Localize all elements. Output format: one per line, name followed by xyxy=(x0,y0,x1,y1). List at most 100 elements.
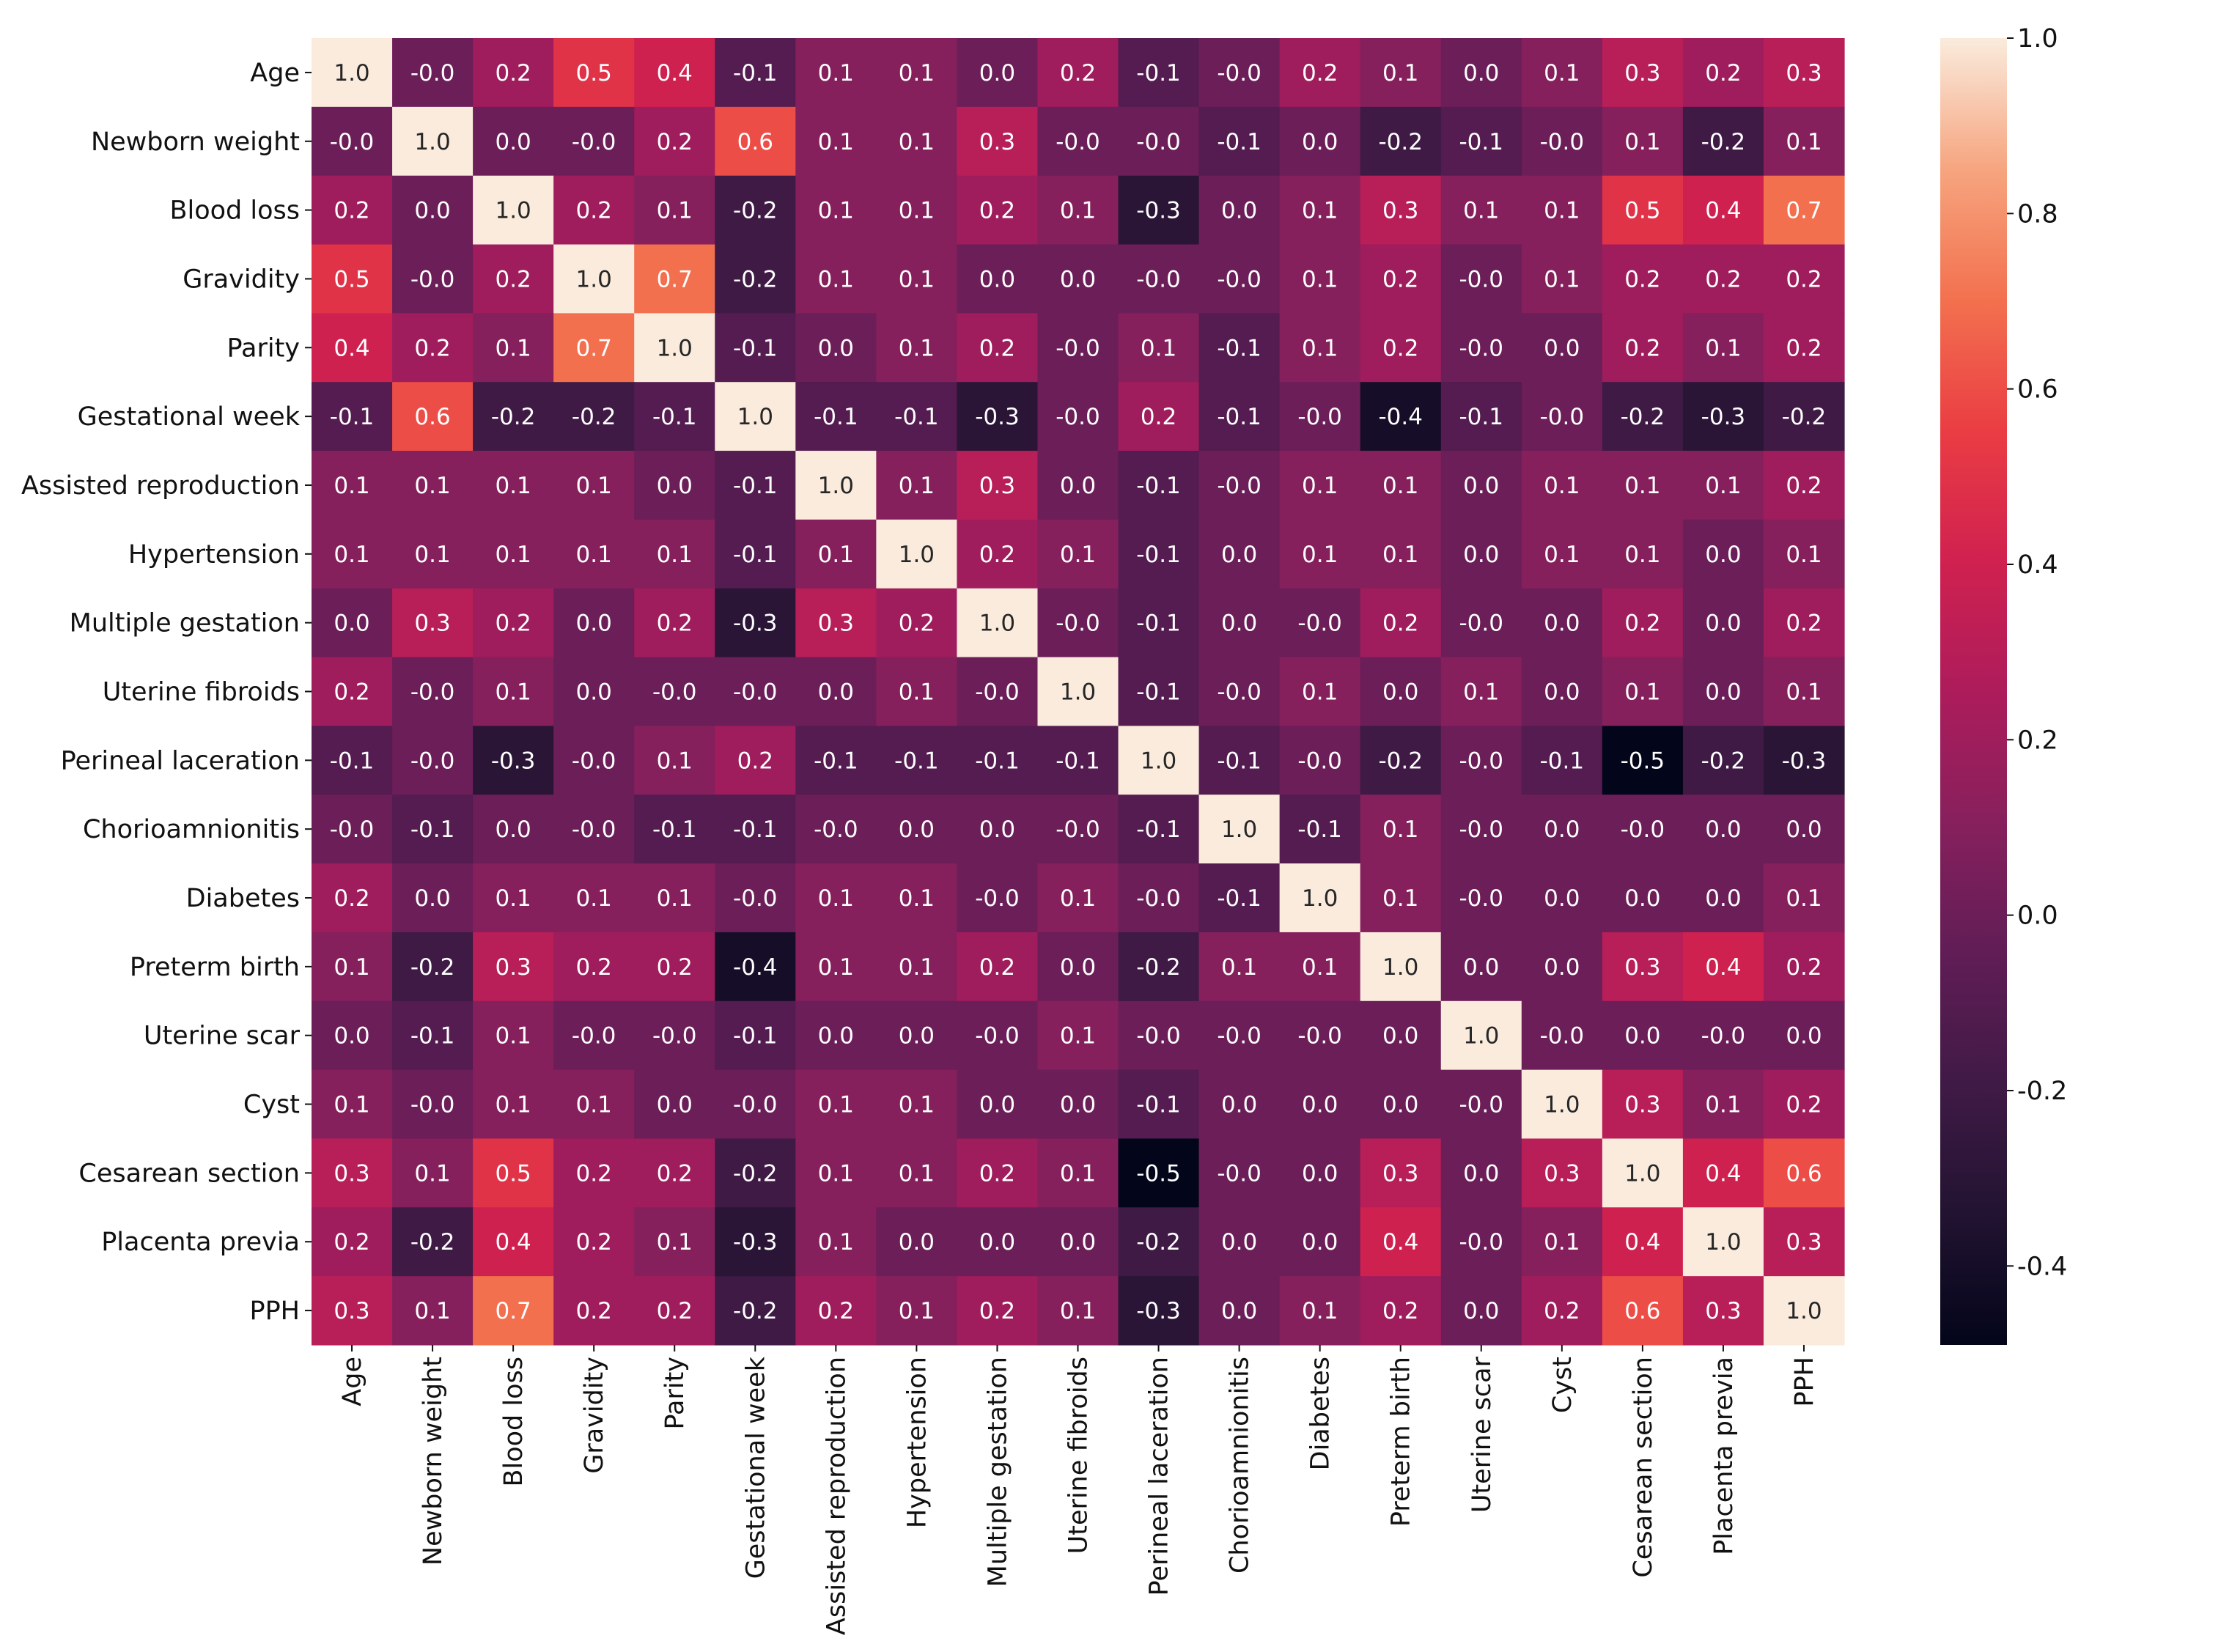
heatmap-cell xyxy=(1521,1138,1603,1208)
cell-annotation: 0.1 xyxy=(334,542,369,568)
heatmap-cell xyxy=(795,932,877,1002)
cell-annotation: 0.0 xyxy=(1060,1092,1096,1118)
heatmap-cell xyxy=(795,1276,877,1346)
cell-annotation: 0.1 xyxy=(1705,1092,1741,1118)
heatmap-cell xyxy=(1440,1207,1522,1277)
cell-annotation: 0.1 xyxy=(1705,473,1741,499)
cell-annotation: 0.2 xyxy=(657,129,693,155)
heatmap-cell xyxy=(473,657,554,727)
heatmap-cell xyxy=(876,1276,958,1346)
heatmap-cell xyxy=(312,313,393,383)
heatmap-cell xyxy=(1118,451,1200,520)
heatmap-cell xyxy=(1602,1069,1684,1140)
cell-annotation: 0.2 xyxy=(1382,266,1418,292)
cell-annotation: 0.1 xyxy=(1463,679,1499,706)
heatmap-cell xyxy=(1279,588,1361,658)
heatmap-cell xyxy=(392,1000,474,1071)
row-label: Blood loss xyxy=(169,196,300,226)
heatmap-cell xyxy=(312,1000,393,1071)
heatmap-cell xyxy=(957,175,1039,246)
heatmap-cell xyxy=(1037,382,1119,451)
heatmap-cell xyxy=(1521,1276,1603,1346)
row-label: Newborn weight xyxy=(91,128,300,157)
heatmap-cell xyxy=(1198,451,1281,520)
heatmap-cell xyxy=(1602,1207,1684,1277)
cell-annotation: 0.7 xyxy=(495,1298,531,1324)
heatmap-cell xyxy=(957,38,1039,108)
cell-annotation: -0.2 xyxy=(1378,748,1423,774)
heatmap-cell xyxy=(1198,382,1281,451)
cell-annotation: -0.0 xyxy=(1136,129,1181,155)
cell-annotation: 0.1 xyxy=(1302,335,1338,361)
cell-annotation: -0.1 xyxy=(733,1023,778,1050)
column-label: Assisted reproduction xyxy=(822,1357,851,1635)
heatmap-cell xyxy=(392,313,474,383)
cell-annotation: 1.0 xyxy=(576,266,612,292)
cell-annotation: 0.4 xyxy=(334,335,369,361)
heatmap-cell xyxy=(1521,1207,1603,1277)
cell-annotation: -0.0 xyxy=(1540,404,1585,430)
cell-annotation: 0.2 xyxy=(979,198,1015,224)
cell-annotation: 0.6 xyxy=(1786,1160,1822,1187)
cell-annotation: 0.2 xyxy=(657,611,693,637)
row-label: Chorioamnionitis xyxy=(83,815,300,844)
heatmap-cell xyxy=(1602,1000,1684,1071)
row-label: Diabetes xyxy=(186,884,300,913)
colorbar-gradient xyxy=(1940,38,2007,1345)
cell-annotation: -0.0 xyxy=(733,679,778,706)
cell-annotation: -0.0 xyxy=(1621,816,1665,843)
cell-annotation: -0.0 xyxy=(572,816,616,843)
cell-annotation: 0.2 xyxy=(979,1160,1015,1187)
heatmap-cell xyxy=(1037,932,1119,1002)
cell-annotation: 0.1 xyxy=(414,542,450,568)
heatmap-cell xyxy=(312,932,393,1002)
cell-annotation: 0.2 xyxy=(495,611,531,637)
heatmap-cell xyxy=(553,244,635,314)
heatmap-cell xyxy=(1279,1207,1361,1277)
heatmap-cell xyxy=(1682,382,1764,451)
cell-annotation: 0.0 xyxy=(1302,1160,1338,1187)
cell-annotation: 0.1 xyxy=(1141,335,1176,361)
heatmap-cell xyxy=(957,794,1039,864)
cell-annotation: -0.1 xyxy=(1217,129,1261,155)
cell-annotation: 0.0 xyxy=(1786,816,1822,843)
heatmap-cell xyxy=(1763,244,1845,314)
heatmap-cell xyxy=(1440,1069,1522,1140)
cell-annotation: 0.0 xyxy=(818,335,854,361)
heatmap-cell xyxy=(1521,794,1603,864)
heatmap-cell xyxy=(957,1207,1039,1277)
cell-annotation: 0.1 xyxy=(1060,1298,1096,1324)
heatmap-cell xyxy=(312,244,393,314)
heatmap-cell xyxy=(1602,588,1684,658)
heatmap-cell xyxy=(634,863,715,933)
heatmap-cell xyxy=(715,106,796,177)
cell-annotation: 0.4 xyxy=(1705,954,1741,981)
cell-annotation: -0.2 xyxy=(1782,404,1827,430)
heatmap-cell xyxy=(634,726,715,795)
heatmap-cell xyxy=(1198,726,1281,795)
heatmap-cell xyxy=(1360,38,1442,108)
heatmap-cell xyxy=(1360,1138,1442,1208)
heatmap-cell xyxy=(1360,1276,1442,1346)
cell-annotation: 0.3 xyxy=(1624,954,1660,981)
heatmap-cell xyxy=(876,1069,958,1140)
row-label: PPH xyxy=(249,1297,300,1326)
cell-annotation: -0.1 xyxy=(894,404,939,430)
heatmap-cell xyxy=(1763,863,1845,933)
cell-annotation: 1.0 xyxy=(1221,816,1257,843)
cell-annotation: -0.2 xyxy=(733,198,778,224)
heatmap-cell xyxy=(634,106,715,177)
cell-annotation: -0.0 xyxy=(1056,611,1100,637)
cell-annotation: -0.5 xyxy=(1621,748,1665,774)
heatmap-cell xyxy=(1118,175,1200,246)
heatmap-cell xyxy=(1602,38,1684,108)
cell-annotation: 0.0 xyxy=(414,198,450,224)
heatmap-cell xyxy=(1521,38,1603,108)
heatmap-cell xyxy=(876,519,958,589)
cell-annotation: -0.3 xyxy=(491,748,536,774)
heatmap-cell xyxy=(1682,106,1764,177)
heatmap-cell xyxy=(634,1069,715,1140)
row-label: Hypertension xyxy=(128,540,300,569)
cell-annotation: 0.3 xyxy=(1786,1229,1822,1255)
heatmap-cell xyxy=(634,451,715,520)
